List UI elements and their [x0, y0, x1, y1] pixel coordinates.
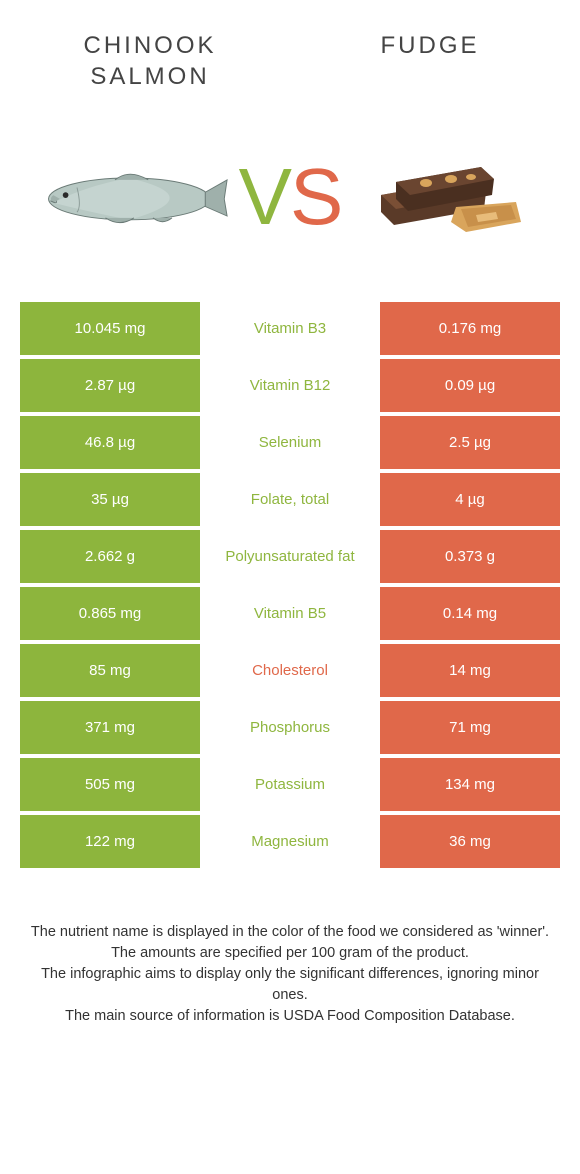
nutrient-name: Vitamin B5 — [200, 587, 380, 640]
nutrient-name: Potassium — [200, 758, 380, 811]
footer-notes: The nutrient name is displayed in the co… — [0, 872, 580, 1027]
left-value: 0.865 mg — [20, 587, 200, 640]
vs-v: V — [239, 151, 290, 243]
right-value: 2.5 µg — [380, 416, 560, 469]
table-row: 505 mgPotassium134 mg — [20, 758, 560, 811]
left-value: 122 mg — [20, 815, 200, 868]
nutrient-name: Vitamin B12 — [200, 359, 380, 412]
table-row: 35 µgFolate, total4 µg — [20, 473, 560, 526]
nutrient-name: Phosphorus — [200, 701, 380, 754]
right-value: 0.373 g — [380, 530, 560, 583]
left-value: 2.87 µg — [20, 359, 200, 412]
right-value: 0.14 mg — [380, 587, 560, 640]
nutrient-name: Selenium — [200, 416, 380, 469]
nutrient-name: Vitamin B3 — [200, 302, 380, 355]
left-value: 371 mg — [20, 701, 200, 754]
right-value: 36 mg — [380, 815, 560, 868]
left-value: 2.662 g — [20, 530, 200, 583]
table-row: 85 mgCholesterol14 mg — [20, 644, 560, 697]
vs-label: VS — [239, 151, 342, 243]
table-row: 0.865 mgVitamin B50.14 mg — [20, 587, 560, 640]
table-row: 2.662 gPolyunsaturated fat0.373 g — [20, 530, 560, 583]
comparison-table: 10.045 mgVitamin B30.176 mg2.87 µgVitami… — [20, 302, 560, 868]
nutrient-name: Cholesterol — [200, 644, 380, 697]
nutrient-name: Polyunsaturated fat — [200, 530, 380, 583]
nutrient-name: Folate, total — [200, 473, 380, 526]
table-row: 2.87 µgVitamin B120.09 µg — [20, 359, 560, 412]
right-value: 14 mg — [380, 644, 560, 697]
left-value: 35 µg — [20, 473, 200, 526]
right-value: 71 mg — [380, 701, 560, 754]
vs-s: S — [290, 151, 341, 243]
table-row: 122 mgMagnesium36 mg — [20, 815, 560, 868]
left-value: 505 mg — [20, 758, 200, 811]
right-value: 134 mg — [380, 758, 560, 811]
salmon-image — [39, 142, 229, 252]
left-food-title: CHINOOK SALMON — [50, 30, 250, 92]
left-value: 10.045 mg — [20, 302, 200, 355]
table-row: 371 mgPhosphorus71 mg — [20, 701, 560, 754]
table-row: 46.8 µgSelenium2.5 µg — [20, 416, 560, 469]
fudge-icon — [356, 147, 536, 247]
right-value: 0.176 mg — [380, 302, 560, 355]
footer-line-4: The main source of information is USDA F… — [30, 1006, 550, 1027]
footer-line-2: The amounts are specified per 100 gram o… — [30, 943, 550, 964]
nutrient-name: Magnesium — [200, 815, 380, 868]
footer-line-3: The infographic aims to display only the… — [30, 964, 550, 1006]
footer-line-1: The nutrient name is displayed in the co… — [30, 922, 550, 943]
fudge-image — [351, 142, 541, 252]
header: CHINOOK SALMON FUDGE — [0, 0, 580, 102]
table-row: 10.045 mgVitamin B30.176 mg — [20, 302, 560, 355]
salmon-icon — [39, 157, 229, 237]
left-value: 46.8 µg — [20, 416, 200, 469]
right-value: 4 µg — [380, 473, 560, 526]
right-value: 0.09 µg — [380, 359, 560, 412]
right-food-title: FUDGE — [330, 30, 530, 92]
hero-row: VS — [0, 102, 580, 302]
left-value: 85 mg — [20, 644, 200, 697]
